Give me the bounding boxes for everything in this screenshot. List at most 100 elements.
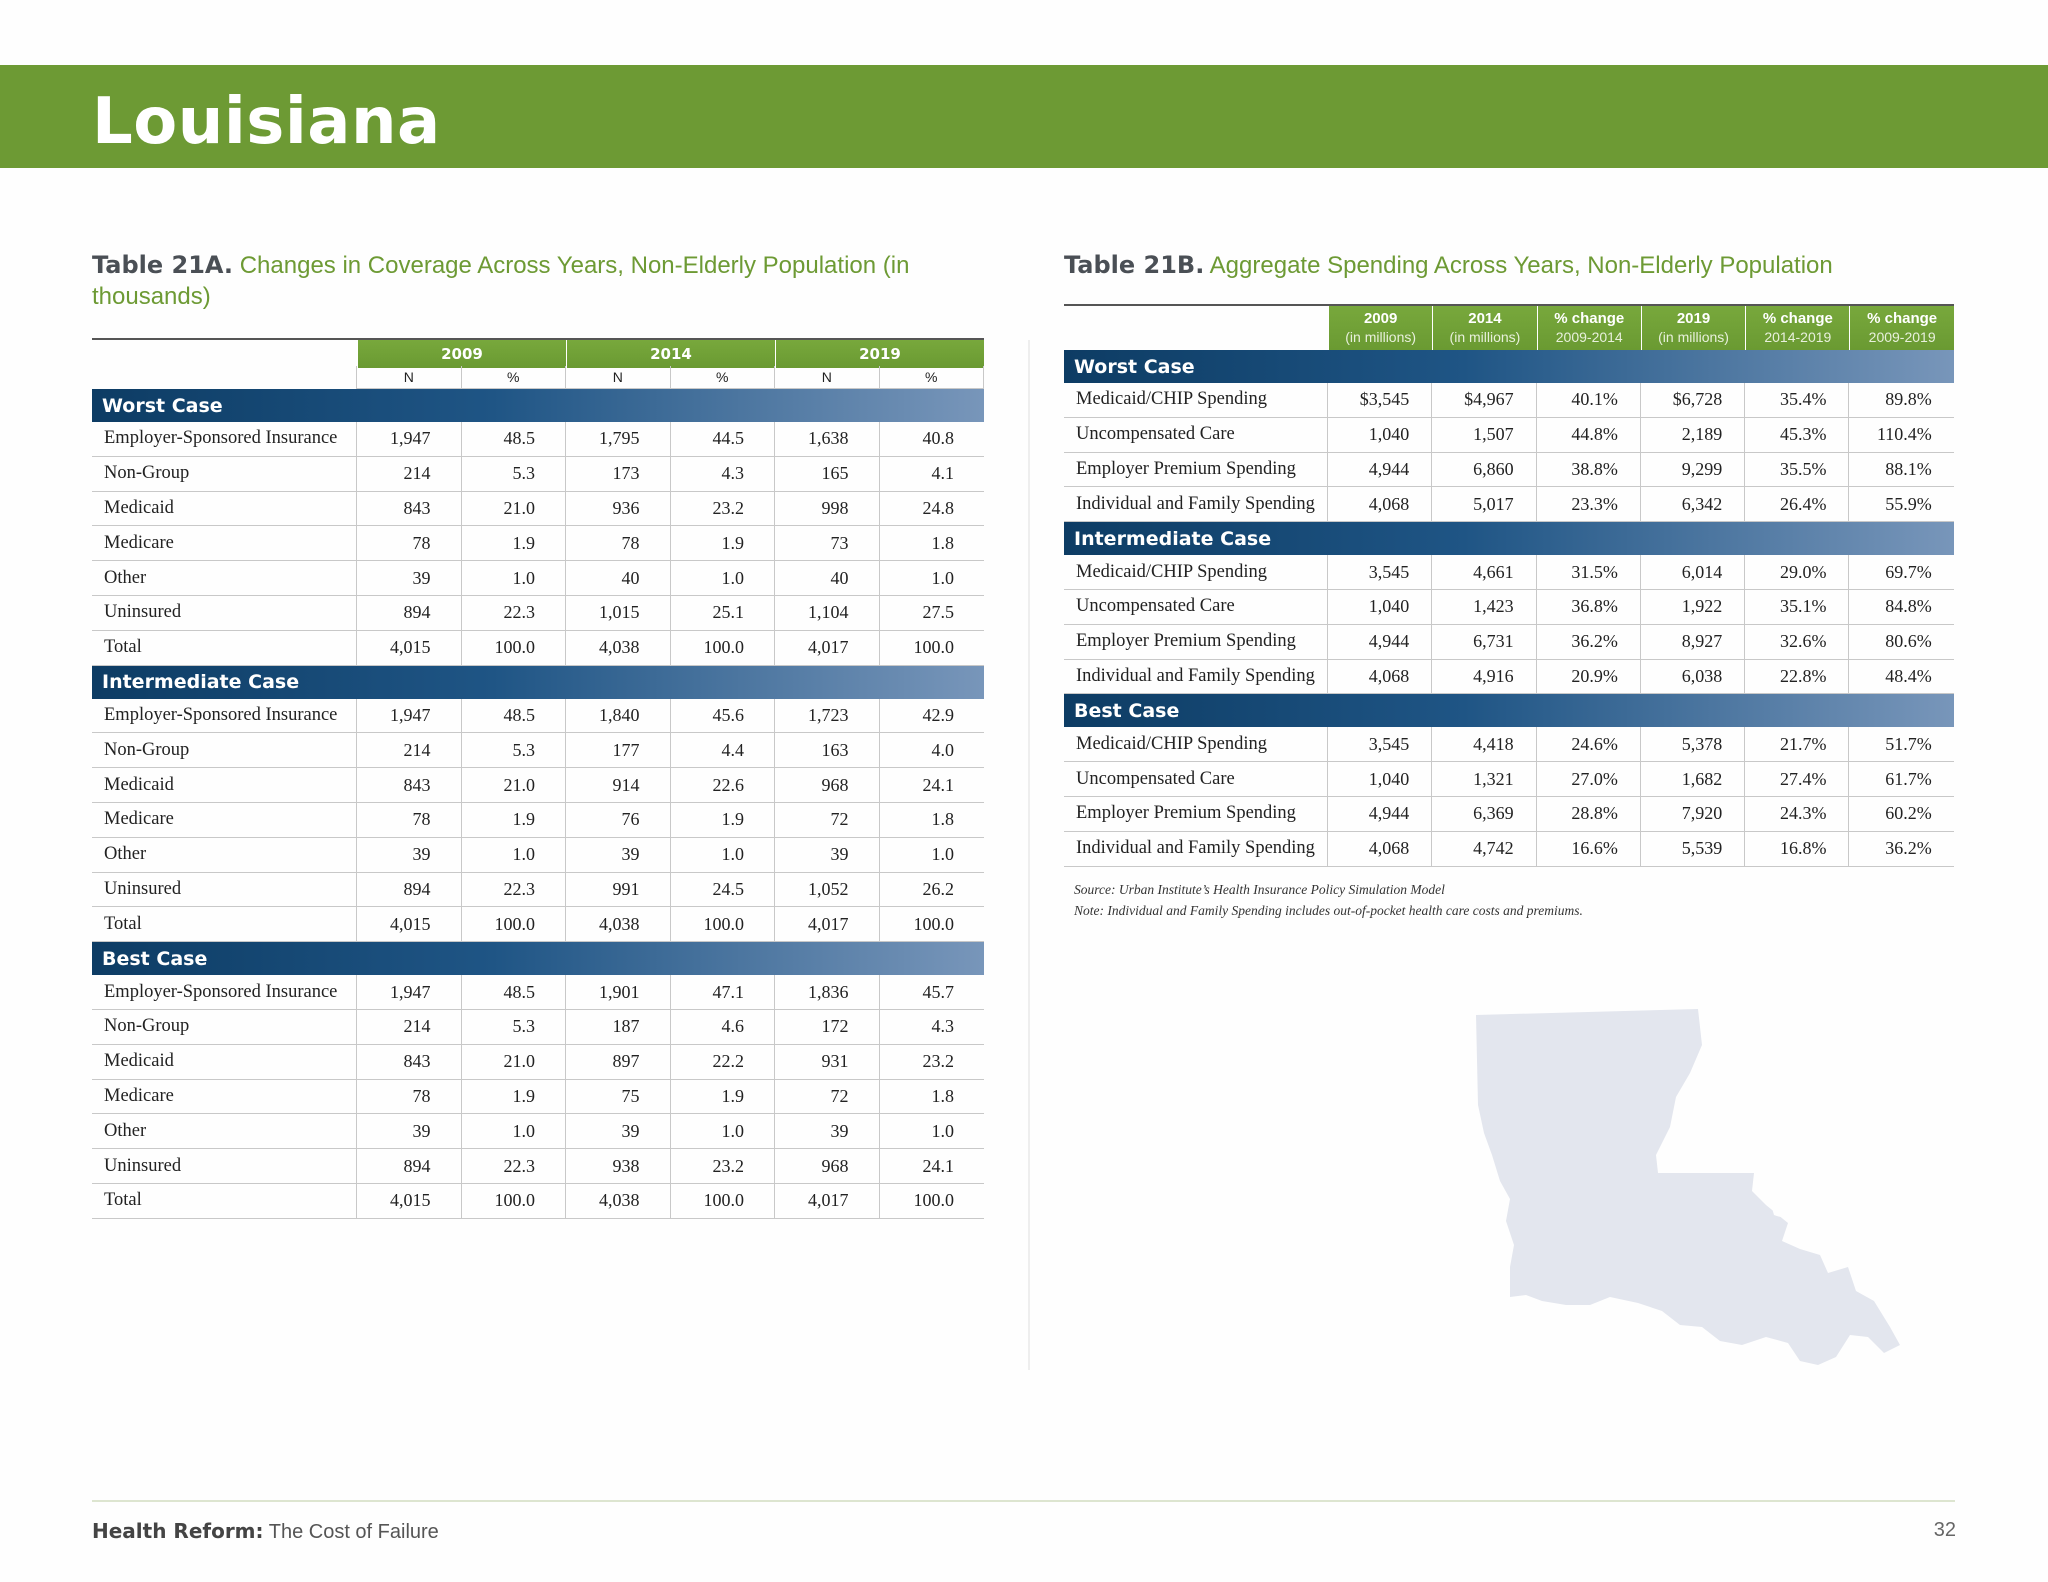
- row-label: Individual and Family Spending: [1064, 659, 1328, 694]
- table-cell: 1.9: [671, 526, 775, 561]
- table-cell: 4,038: [566, 907, 671, 942]
- row-label: Uninsured: [92, 1149, 357, 1183]
- table-row: Medicaid 843 21.0 936 23.2 998 24.8: [92, 491, 984, 527]
- table-cell: $6,728: [1641, 383, 1746, 417]
- table-cell: 1.8: [931, 809, 955, 830]
- header-line2: (in millions): [1345, 329, 1417, 345]
- column-subheader: N: [357, 366, 462, 389]
- header-spacer: [1064, 306, 1328, 350]
- row-label: Uncompensated Care: [1064, 417, 1328, 452]
- header-line2: 2014-2019: [1764, 329, 1832, 345]
- column-header: % change 2009-2014: [1536, 306, 1641, 350]
- subheader-spacer: [92, 366, 357, 389]
- footer-title: Health Reform: The Cost of Failure: [92, 1519, 439, 1544]
- table-cell: 40.1%: [1537, 383, 1641, 417]
- table-row: Other 39 1.0 39 1.0 39 1.0: [92, 837, 984, 873]
- table-row: Employer Premium Spending 4,944 6,369 28.8%…: [1064, 796, 1954, 832]
- source-note: Source: Urban Institute’s Health Insuran…: [1074, 882, 1445, 897]
- table-cell: 100.0: [913, 637, 955, 658]
- louisiana-map-icon: [1476, 1009, 1900, 1365]
- table-cell: 27.4%: [1745, 762, 1850, 796]
- table-cell: 1,638: [775, 422, 880, 456]
- table-a-label: Table 21A.: [92, 251, 234, 279]
- table-cell: 39: [566, 1114, 671, 1149]
- table-cell: 1.8: [931, 532, 955, 553]
- table-cell: 4,068: [1328, 487, 1433, 522]
- row-label: Other: [92, 561, 357, 595]
- table-row: Employer-Sponsored Insurance 1,947 48.5 1,9…: [92, 975, 984, 1010]
- table-b-title: Aggregate Spending Across Years, Non-Eld…: [1209, 252, 1833, 279]
- table-cell: 39: [775, 1114, 880, 1149]
- table-cell: 4,944: [1328, 796, 1433, 831]
- table-cell: 39: [357, 1114, 462, 1149]
- table-cell: 24.8: [922, 497, 955, 518]
- table-cell: 931: [775, 1044, 880, 1079]
- table-cell: 1.9: [671, 802, 775, 837]
- table-cell: 21.0: [462, 1044, 566, 1079]
- footer-rule: [92, 1500, 1955, 1502]
- table-row: Medicaid/CHIP Spending 3,545 4,418 24.6% 5,3…: [1064, 727, 1954, 763]
- footer-text: The Cost of Failure: [263, 1521, 439, 1543]
- row-label: Individual and Family Spending: [1064, 487, 1328, 522]
- row-label: Medicaid: [92, 768, 357, 802]
- row-label: Individual and Family Spending: [1064, 831, 1328, 866]
- table-cell: 21.0: [462, 491, 566, 526]
- row-label: Total: [92, 907, 357, 942]
- footnote: Note: Individual and Family Spending inc…: [1074, 903, 1583, 918]
- table-cell: 4,015: [357, 630, 462, 665]
- title-banner: Louisiana: [0, 65, 2048, 168]
- row-label: Medicaid: [92, 491, 357, 526]
- table-cell: 5,378: [1641, 727, 1746, 762]
- table-row: Medicare 78 1.9 75 1.9 72 1.8: [92, 1079, 984, 1115]
- row-label: Non-Group: [92, 1009, 357, 1044]
- table-cell: 6,038: [1641, 659, 1746, 694]
- table-cell: 4.0: [931, 739, 955, 760]
- section-header: Best Case: [1064, 694, 1954, 728]
- table-cell: 16.6%: [1537, 831, 1641, 866]
- table-cell: 894: [357, 595, 462, 630]
- table-cell: 76: [566, 802, 671, 837]
- table-cell: 22.3: [462, 872, 566, 907]
- table-cell: 4,017: [775, 907, 880, 942]
- header-line2: (in millions): [1449, 329, 1521, 345]
- table-row: Medicaid/CHIP Spending $3,545 $4,967 40.1% $…: [1064, 383, 1954, 418]
- table-cell: 1,723: [775, 698, 880, 733]
- column-header-row: 2009 (in millions) 2014 (in millions) % chan…: [1064, 304, 1954, 350]
- table-row: Individual and Family Spending 4,068 4,916…: [1064, 659, 1954, 695]
- table-cell: 214: [357, 733, 462, 768]
- table-cell: 22.2: [671, 1044, 775, 1079]
- table-row: Uncompensated Care 1,040 1,507 44.8% 2,189 45…: [1064, 417, 1954, 453]
- table-row: Individual and Family Spending 4,068 4,742…: [1064, 831, 1954, 867]
- table-cell: 22.6: [671, 768, 775, 802]
- table-cell: 6,342: [1641, 487, 1746, 522]
- table-cell: 4,015: [357, 907, 462, 942]
- column-header: 2009 (in millions): [1328, 306, 1433, 350]
- table-b-caption: Table 21B. Aggregate Spending Across Yea…: [1064, 250, 1964, 281]
- table-cell: 55.9%: [1885, 493, 1932, 514]
- table-cell: 4,017: [775, 630, 880, 665]
- header-line2: (in millions): [1658, 329, 1729, 345]
- section-header: Intermediate Case: [1064, 522, 1954, 556]
- table-row: Total 4,015 100.0 4,038 100.0 4,017 100.0: [92, 907, 984, 943]
- column-header: % change 2014-2019: [1745, 306, 1850, 350]
- table-cell: 843: [357, 1044, 462, 1079]
- table-cell: 1.0: [671, 1114, 775, 1149]
- header-line2: 2009-2019: [1868, 329, 1936, 345]
- table-cell: 9,299: [1641, 452, 1746, 487]
- table-row: Uninsured 894 22.3 1,015 25.1 1,104 27.5: [92, 595, 984, 631]
- table-cell: 894: [357, 872, 462, 907]
- table-cell: 72: [775, 1079, 880, 1114]
- page-title: Louisiana: [92, 85, 441, 159]
- column-subheader: %: [461, 366, 566, 389]
- table-cell: 27.5: [922, 602, 955, 623]
- table-cell: 23.3%: [1537, 487, 1641, 522]
- table-cell: 110.4%: [1876, 424, 1932, 445]
- table-cell: 3,545: [1328, 727, 1433, 762]
- footer-bold: Health Reform:: [92, 1519, 264, 1543]
- table-cell: 4,661: [1432, 555, 1537, 589]
- table-cell: 38.8%: [1537, 452, 1641, 487]
- table-cell: 42.9: [922, 704, 955, 725]
- table-cell: 40: [775, 561, 880, 595]
- table-cell: 6,014: [1641, 555, 1746, 589]
- table-cell: 4.1: [931, 463, 955, 484]
